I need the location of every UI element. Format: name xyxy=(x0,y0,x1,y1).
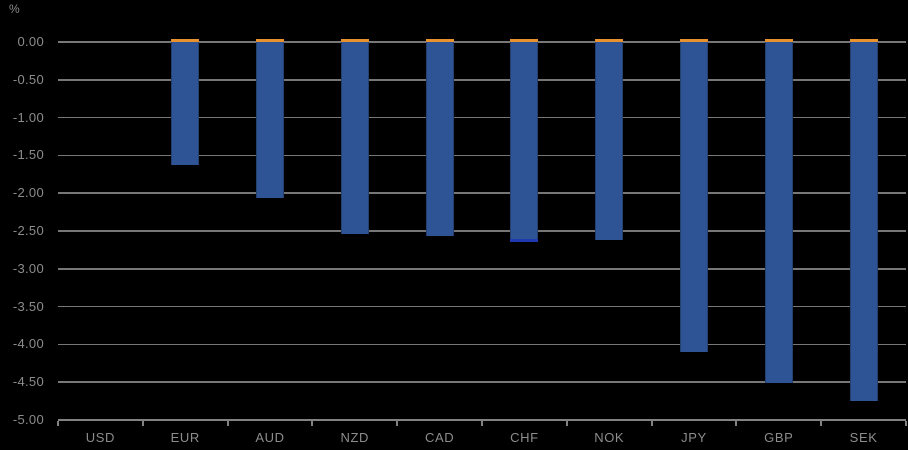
bar-eur xyxy=(171,42,200,166)
bar-zero-cap-chf xyxy=(510,39,539,42)
annotation-dash-chf xyxy=(510,238,539,242)
x-tick-label-gbp: GBP xyxy=(764,430,794,445)
x-tick-label-chf: CHF xyxy=(510,430,539,445)
x-tick-label-jpy: JPY xyxy=(681,430,707,445)
bar-jpy xyxy=(680,42,708,352)
x-axis-tick xyxy=(57,421,59,426)
bar-chf xyxy=(510,42,539,239)
y-tick-label: -0.50 xyxy=(12,71,44,87)
bar-zero-cap-jpy xyxy=(680,39,708,42)
gridline xyxy=(58,343,906,346)
bar-zero-cap-eur xyxy=(171,39,200,42)
y-tick-label: -4.00 xyxy=(12,336,44,352)
y-tick-label: -4.50 xyxy=(12,374,44,390)
bar-sek xyxy=(849,42,878,402)
x-tick-label-usd: USD xyxy=(85,430,116,445)
gridline xyxy=(58,41,906,43)
x-axis-tick xyxy=(141,421,144,426)
x-axis-tick xyxy=(565,421,568,426)
x-axis-tick xyxy=(650,421,653,426)
bar-aud xyxy=(256,42,284,198)
bar-zero-cap-nok xyxy=(595,39,624,42)
gridline xyxy=(58,381,906,383)
x-tick-label-sek: SEK xyxy=(849,430,878,445)
x-axis-line xyxy=(58,418,906,422)
y-tick-label: 0.00 xyxy=(17,34,44,49)
bar-zero-cap-cad xyxy=(425,39,454,42)
y-tick-label: -3.00 xyxy=(12,260,44,276)
gridline xyxy=(58,230,906,232)
x-axis-tick xyxy=(735,421,738,426)
x-tick-label-nok: NOK xyxy=(594,430,625,445)
x-tick-label-eur: EUR xyxy=(170,430,200,445)
y-axis-unit-label: % xyxy=(9,2,21,16)
y-tick-label: -1.50 xyxy=(12,147,44,163)
y-tick-label: -1.00 xyxy=(12,109,44,125)
x-tick-label-nzd: NZD xyxy=(340,430,370,445)
gridline xyxy=(58,192,906,194)
x-tick-label-aud: AUD xyxy=(255,430,285,445)
gridline xyxy=(58,305,906,308)
x-axis-tick xyxy=(311,421,314,426)
y-tick-label: -5.00 xyxy=(12,412,44,427)
gridline xyxy=(58,154,906,157)
bar-zero-cap-sek xyxy=(849,39,878,42)
y-tick-label: -3.50 xyxy=(12,298,44,314)
y-tick-label: -2.50 xyxy=(12,223,44,238)
x-axis-tick xyxy=(820,421,823,426)
bar-cad xyxy=(425,42,454,236)
x-axis-tick xyxy=(481,421,483,426)
bar-zero-cap-gbp xyxy=(764,39,793,42)
bar-zero-cap-aud xyxy=(256,39,284,42)
gridline xyxy=(58,116,906,119)
gridline xyxy=(58,268,906,270)
bar-zero-cap-nzd xyxy=(340,39,369,42)
x-axis-tick xyxy=(226,421,229,426)
x-axis-tick xyxy=(396,421,399,426)
x-axis-tick xyxy=(905,421,907,426)
bar-nzd xyxy=(340,42,369,235)
x-tick-label-cad: CAD xyxy=(424,430,455,445)
gridline xyxy=(58,79,906,81)
y-tick-label: -2.00 xyxy=(12,185,44,201)
bar-nok xyxy=(595,42,624,241)
bar-gbp xyxy=(764,42,793,383)
